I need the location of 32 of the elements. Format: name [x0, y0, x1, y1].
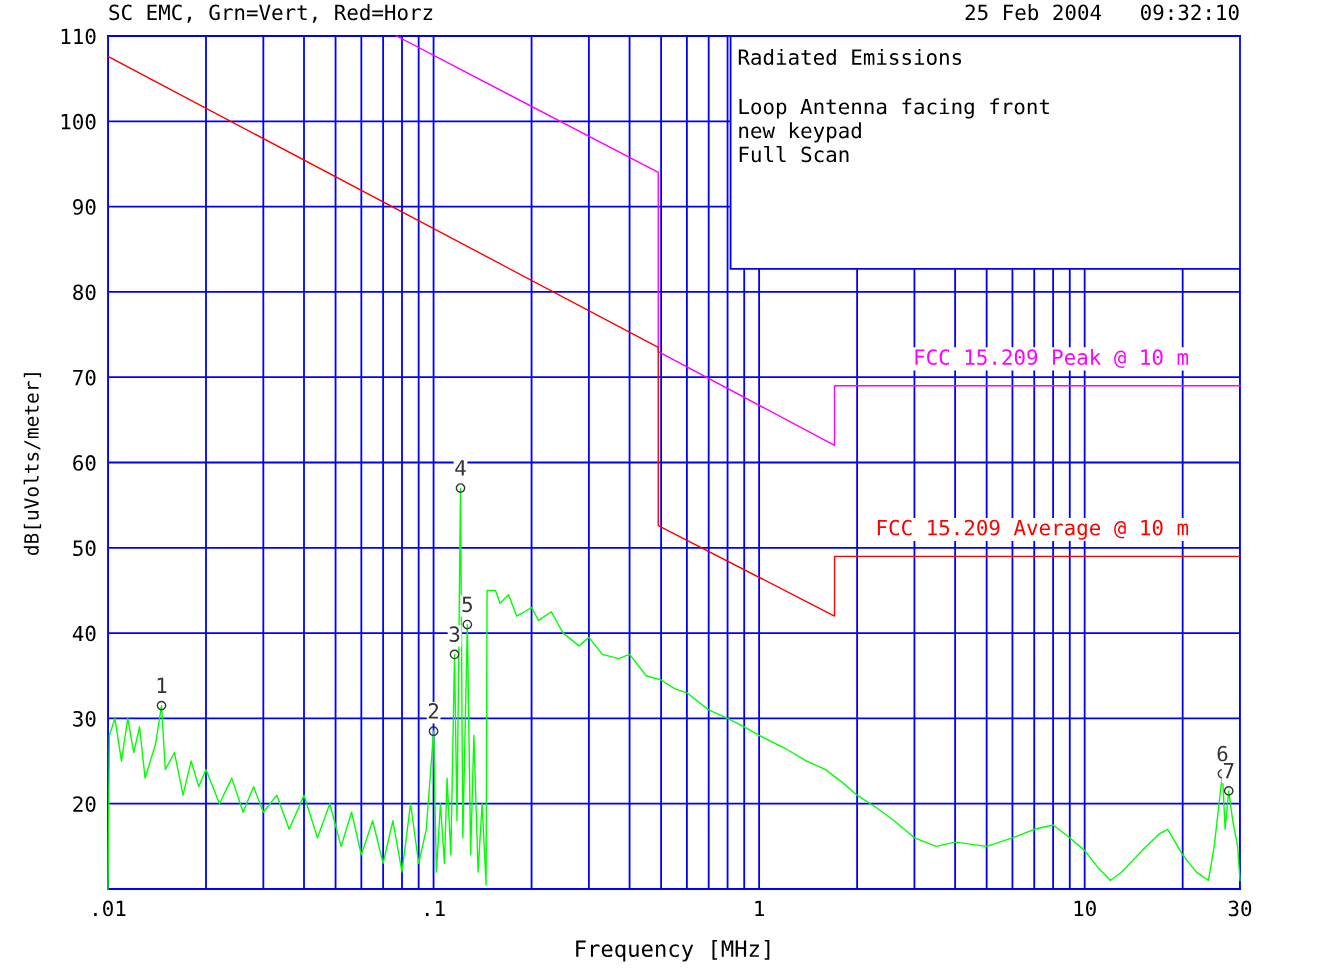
y-tick-label: 60 [73, 455, 96, 471]
annotation: 3 [449, 626, 460, 643]
x-tick-label: .1 [425, 900, 445, 917]
y-tick-label: 110 [61, 28, 96, 45]
annotation: new keypad [739, 122, 861, 143]
series-label: FCC 15.209 Average @ 10 m [877, 519, 1189, 540]
annotation: Radiated Emissions [738, 48, 962, 66]
x-tick-label: 10 [1074, 900, 1096, 917]
annotation: Full Scan [739, 146, 849, 163]
y-tick-label: 70 [73, 369, 96, 386]
annotation: 2 [428, 703, 439, 719]
y-axis-title: dB[uVolts/meter] [23, 373, 42, 555]
x-tick-label: .01 [94, 900, 126, 917]
y-tick-label: 80 [73, 284, 96, 301]
annotation: 7 [1223, 763, 1234, 779]
annotation: 4 [455, 460, 466, 476]
y-tick-label: 40 [72, 625, 96, 642]
series-label: FCC 15.209 Peak @ 10 m [915, 348, 1189, 368]
y-tick-label: 20 [73, 796, 96, 812]
x-tick-label: 30 [1228, 900, 1252, 917]
annotation: Loop Antenna facing front [739, 98, 1049, 119]
chart-subtitle: 25 Feb 2004 09:32:10 [965, 4, 1239, 21]
annotation: 1 [157, 677, 167, 693]
x-tick-label: 1 [755, 900, 764, 917]
y-tick-label: 100 [61, 113, 96, 130]
annotation: 6 [1217, 745, 1228, 762]
y-tick-label: 30 [73, 710, 96, 727]
y-tick-label: 90 [73, 199, 96, 215]
x-axis-title: Frequency [MHz] [576, 939, 770, 962]
chart-title: SC EMC, Grn=Vert, Red=Horz [109, 4, 433, 23]
y-tick-label: 50 [73, 540, 96, 557]
annotation: 5 [462, 596, 472, 613]
